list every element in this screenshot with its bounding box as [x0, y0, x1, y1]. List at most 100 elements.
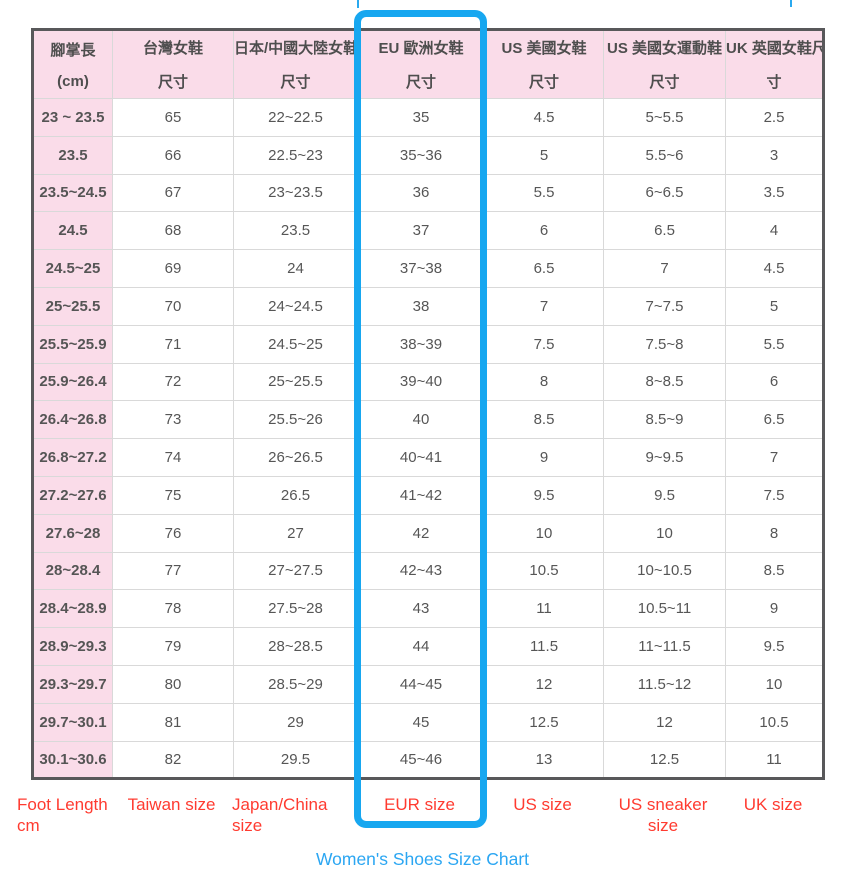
size-cell: 5.5~6	[603, 135, 726, 175]
size-cell: 6	[725, 362, 824, 402]
size-cell: 7	[603, 249, 726, 288]
size-cell: 11.5~12	[603, 664, 726, 704]
header-row: 腳掌長 (cm) 台灣女鞋 尺寸 日本/中國大陸女鞋 尺寸 EU 歐洲女鞋 尺寸…	[32, 29, 824, 99]
header-line1: 日本/中國大陸女鞋	[234, 40, 358, 57]
size-cell: 26.5	[233, 475, 358, 515]
size-cell: 39~40	[357, 362, 485, 402]
size-cell: 35	[357, 98, 485, 137]
size-table: 腳掌長 (cm) 台灣女鞋 尺寸 日本/中國大陸女鞋 尺寸 EU 歐洲女鞋 尺寸…	[31, 28, 825, 781]
table-row: 28~28.4 77 27~27.5 42~43 10.5 10~10.5 8.5	[32, 551, 824, 591]
size-cell: 11	[484, 589, 604, 629]
size-cell: 11.5	[484, 627, 604, 666]
size-cell: 24	[233, 249, 358, 288]
size-cell: 3.5	[725, 173, 824, 213]
size-cell: 6.5	[484, 249, 604, 288]
size-cell: 4.5	[484, 98, 604, 137]
size-cell: 5	[725, 286, 824, 326]
size-cell: 74	[112, 438, 234, 477]
foot-length-cell: 28.9~29.3	[32, 627, 113, 666]
size-cell: 9.5	[725, 627, 824, 666]
header-line2: 尺寸	[528, 74, 559, 91]
column-header-taiwan: 台灣女鞋 尺寸	[112, 29, 234, 99]
size-cell: 8	[725, 513, 824, 553]
size-cell: 11~11.5	[603, 627, 726, 666]
foot-length-cell: 27.6~28	[32, 513, 113, 553]
size-cell: 68	[112, 211, 234, 251]
size-cell: 23.5	[233, 211, 358, 251]
size-cell: 25.5~26	[233, 400, 358, 440]
size-cell: 42~43	[357, 551, 485, 591]
size-table-header: 腳掌長 (cm) 台灣女鞋 尺寸 日本/中國大陸女鞋 尺寸 EU 歐洲女鞋 尺寸…	[32, 29, 824, 99]
header-line1: US 美國女鞋	[501, 40, 587, 57]
column-english-labels: Foot Length cm Taiwan size Japan/China s…	[17, 794, 822, 836]
size-cell: 12	[484, 664, 604, 704]
table-row: 23 ~ 23.5 65 22~22.5 35 4.5 5~5.5 2.5	[32, 98, 824, 137]
table-row: 30.1~30.6 82 29.5 45~46 13 12.5 11	[32, 740, 824, 780]
size-cell: 41~42	[357, 475, 485, 515]
size-cell: 4.5	[725, 249, 824, 288]
column-header-foot-length: 腳掌長 (cm)	[32, 29, 113, 99]
size-cell: 13	[484, 740, 604, 780]
size-cell: 7	[725, 438, 824, 477]
size-cell: 9~9.5	[603, 438, 726, 477]
size-cell: 8.5	[725, 551, 824, 591]
size-cell: 44	[357, 627, 485, 666]
size-cell: 81	[112, 702, 234, 742]
foot-length-cell: 23.5~24.5	[32, 173, 113, 213]
header-line1: US 美國女運動鞋	[606, 40, 722, 57]
size-cell: 10	[725, 664, 824, 704]
size-cell: 79	[112, 627, 234, 666]
size-cell: 9	[725, 589, 824, 629]
size-cell: 8.5	[484, 400, 604, 440]
size-cell: 28~28.5	[233, 627, 358, 666]
header-line1: 台灣女鞋	[142, 40, 203, 57]
header-line1: 腳掌長	[50, 42, 96, 59]
size-cell: 6~6.5	[603, 173, 726, 213]
table-row: 27.2~27.6 75 26.5 41~42 9.5 9.5 7.5	[32, 475, 824, 515]
foot-length-cell: 23 ~ 23.5	[32, 98, 113, 137]
foot-length-cell: 25.5~25.9	[32, 324, 113, 364]
size-cell: 38~39	[357, 324, 485, 364]
size-cell: 69	[112, 249, 234, 288]
size-cell: 7.5~8	[603, 324, 726, 364]
size-cell: 40~41	[357, 438, 485, 477]
size-cell: 27	[233, 513, 358, 553]
table-row: 26.4~26.8 73 25.5~26 40 8.5 8.5~9 6.5	[32, 400, 824, 440]
size-cell: 12	[603, 702, 726, 742]
size-cell: 4	[725, 211, 824, 251]
size-cell: 27~27.5	[233, 551, 358, 591]
size-cell: 37	[357, 211, 485, 251]
label-uk-size: UK size	[743, 795, 803, 814]
size-cell: 65	[112, 98, 234, 137]
table-row: 25~25.5 70 24~24.5 38 7 7~7.5 5	[32, 286, 824, 326]
table-row: 25.9~26.4 72 25~25.5 39~40 8 8~8.5 6	[32, 362, 824, 402]
size-cell: 9.5	[484, 475, 604, 515]
size-cell: 26~26.5	[233, 438, 358, 477]
size-cell: 29	[233, 702, 358, 742]
cursor-tick-icon	[357, 0, 359, 8]
foot-length-cell: 28.4~28.9	[32, 589, 113, 629]
size-cell: 78	[112, 589, 234, 629]
size-cell: 8~8.5	[603, 362, 726, 402]
foot-length-cell: 27.2~27.6	[32, 475, 113, 515]
size-cell: 45	[357, 702, 485, 742]
label-eur-size: EUR size	[384, 795, 455, 814]
size-cell: 24.5~25	[233, 324, 358, 364]
label-text: Japan/China size	[232, 795, 328, 835]
size-cell: 35~36	[357, 135, 485, 175]
column-header-us-sneaker: US 美國女運動鞋 尺寸	[603, 29, 726, 99]
table-row: 23.5 66 22.5~23 35~36 5 5.5~6 3	[32, 135, 824, 175]
size-cell: 82	[112, 740, 234, 780]
size-cell: 23~23.5	[233, 173, 358, 213]
size-cell: 7~7.5	[603, 286, 726, 326]
size-cell: 5.5	[484, 173, 604, 213]
size-cell: 7.5	[725, 475, 824, 515]
foot-length-cell: 24.5	[32, 211, 113, 251]
table-row: 25.5~25.9 71 24.5~25 38~39 7.5 7.5~8 5.5	[32, 324, 824, 364]
foot-length-cell: 28~28.4	[32, 551, 113, 591]
size-cell: 44~45	[357, 664, 485, 704]
size-cell: 10.5	[725, 702, 824, 742]
size-cell: 29.5	[233, 740, 358, 780]
size-cell: 70	[112, 286, 234, 326]
foot-length-cell: 26.4~26.8	[32, 400, 113, 440]
